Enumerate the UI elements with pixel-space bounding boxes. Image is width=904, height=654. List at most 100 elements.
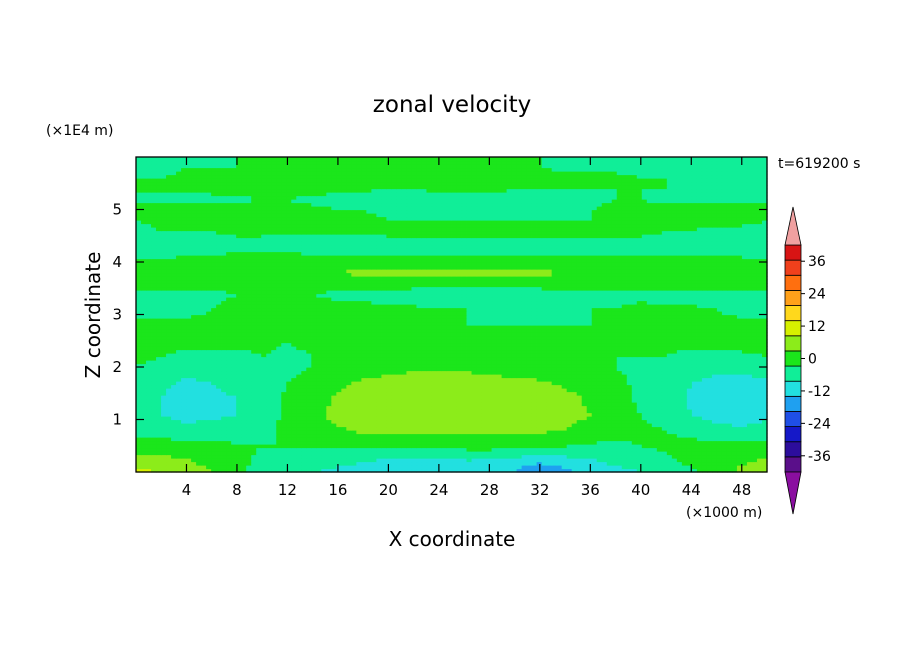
contour-cell	[356, 447, 362, 452]
contour-cell	[651, 391, 658, 396]
contour-cell	[256, 374, 262, 379]
contour-cell	[606, 339, 613, 344]
contour-cell	[456, 374, 463, 379]
contour-cell	[376, 430, 382, 435]
contour-cell	[646, 409, 653, 414]
contour-cell	[496, 339, 503, 344]
contour-cell	[611, 412, 618, 417]
contour-cell	[606, 433, 613, 438]
contour-cell	[631, 423, 638, 428]
contour-cell	[641, 444, 648, 449]
contour-cell	[231, 402, 237, 407]
contour-cell	[181, 440, 187, 445]
contour-cell	[471, 468, 478, 473]
contour-cell	[306, 391, 312, 396]
contour-cell	[526, 353, 533, 358]
contour-cell	[141, 444, 147, 449]
contour-cell	[601, 367, 608, 372]
contour-cell	[206, 465, 212, 470]
contour-cell	[196, 374, 202, 379]
contour-cell	[516, 451, 523, 456]
contour-cell	[581, 353, 588, 358]
contour-cell	[531, 349, 538, 354]
contour-cell	[621, 370, 628, 375]
contour-cell	[371, 374, 377, 379]
contour-cell	[676, 353, 683, 358]
contour-cell	[521, 451, 528, 456]
contour-cell	[731, 465, 738, 470]
contour-cell	[591, 398, 598, 403]
contour-cell	[386, 419, 393, 424]
contour-cell	[486, 419, 493, 424]
contour-cell	[426, 360, 433, 365]
contour-cell	[381, 367, 387, 372]
contour-cell	[266, 437, 272, 442]
contour-cell	[591, 437, 598, 442]
contour-cell	[266, 433, 272, 438]
contour-cell	[376, 437, 382, 442]
contour-cell	[481, 339, 488, 344]
contour-cell	[551, 353, 558, 358]
contour-cell	[136, 416, 142, 421]
contour-cell	[651, 388, 658, 393]
contour-cell	[146, 409, 152, 414]
contour-cell	[381, 405, 387, 410]
contour-cell	[166, 437, 172, 442]
contour-cell	[676, 388, 683, 393]
contour-cell	[501, 447, 508, 452]
contour-cell	[636, 367, 643, 372]
contour-cell	[521, 346, 528, 351]
contour-cell	[471, 356, 478, 361]
contour-cell	[636, 444, 643, 449]
contour-cell	[711, 416, 718, 421]
contour-cell	[151, 447, 157, 452]
contour-cell	[726, 335, 733, 340]
contour-cell	[706, 342, 713, 347]
contour-cell	[261, 398, 267, 403]
contour-cell	[656, 412, 663, 417]
contour-cell	[386, 398, 393, 403]
contour-cell	[196, 356, 202, 361]
contour-cell	[346, 360, 352, 365]
contour-cell	[221, 458, 227, 463]
contour-cell	[556, 349, 563, 354]
contour-cell	[296, 468, 302, 473]
contour-cell	[321, 349, 327, 354]
contour-cell	[391, 349, 398, 354]
contour-cell	[256, 430, 262, 435]
contour-cell	[541, 391, 548, 396]
contour-cell	[471, 367, 478, 372]
contour-cell	[491, 335, 498, 340]
contour-cell	[441, 349, 448, 354]
contour-cell	[726, 433, 733, 438]
contour-cell	[191, 440, 197, 445]
contour-cell	[481, 458, 488, 463]
contour-cell	[461, 349, 468, 354]
contour-cell	[381, 391, 387, 396]
contour-cell	[191, 367, 197, 372]
contour-cell	[616, 412, 623, 417]
contour-cell	[671, 363, 678, 368]
contour-cell	[471, 433, 478, 438]
contour-cell	[271, 335, 277, 340]
contour-cell	[626, 426, 633, 431]
contour-cell	[671, 398, 678, 403]
contour-cell	[371, 468, 377, 473]
contour-cell	[221, 465, 227, 470]
contour-cell	[326, 356, 332, 361]
contour-cell	[696, 349, 703, 354]
contour-cell	[436, 395, 443, 400]
contour-cell	[276, 402, 282, 407]
contour-cell	[611, 426, 618, 431]
contour-cell	[731, 454, 738, 459]
contour-cell	[216, 374, 222, 379]
contour-cell	[506, 377, 513, 382]
contour-cell	[731, 391, 738, 396]
contour-cell	[151, 360, 157, 365]
contour-cell	[551, 360, 558, 365]
contour-cell	[441, 451, 448, 456]
contour-cell	[716, 461, 723, 466]
contour-cell	[546, 440, 553, 445]
contour-cell	[706, 349, 713, 354]
contour-cell	[321, 360, 327, 365]
